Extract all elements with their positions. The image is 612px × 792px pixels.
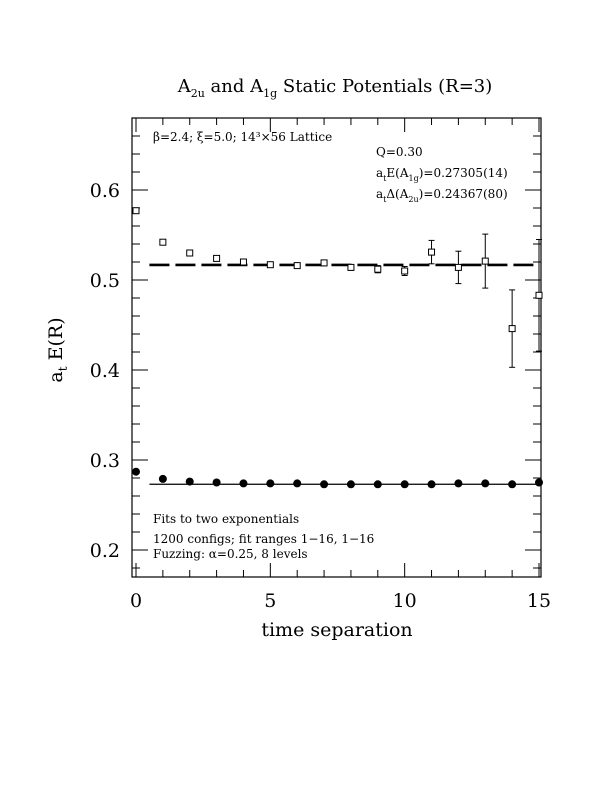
x-tick-label: 5 — [264, 590, 276, 612]
chart-title: A2u and A1g Static Potentials (R=3) — [177, 76, 493, 100]
x-tick-label: 15 — [527, 590, 551, 612]
y-tick-label: 0.4 — [90, 360, 120, 382]
data-point-a1g — [427, 480, 436, 489]
a2u-gap-annotation: atΔ(A2u)=0.24367(80) — [376, 187, 508, 204]
data-point-a2u — [401, 267, 409, 275]
data-point-a2u — [347, 263, 355, 271]
data-point-a2u — [374, 265, 382, 273]
data-point-a1g — [212, 478, 221, 487]
x-tick-label: 10 — [393, 590, 417, 612]
data-point-a1g — [266, 479, 275, 488]
x-tick-label: 0 — [130, 590, 142, 612]
plot-frame — [131, 117, 542, 578]
data-point-a1g — [400, 480, 409, 489]
data-point-a2u — [293, 262, 301, 270]
data-point-a1g — [158, 474, 167, 483]
data-point-a2u — [535, 291, 543, 299]
data-point-a2u — [428, 248, 436, 256]
data-point-a1g — [535, 478, 543, 487]
q-annotation: Q=0.30 — [376, 145, 423, 159]
y-tick-label: 0.2 — [90, 540, 120, 562]
x-axis-label: time separation — [261, 619, 412, 641]
y-tick-label: 0.3 — [90, 450, 120, 472]
data-point-a1g — [293, 479, 302, 488]
data-point-a1g — [239, 479, 248, 488]
data-point-a2u — [481, 257, 489, 265]
data-point-a1g — [320, 480, 329, 489]
data-point-a2u — [508, 325, 516, 333]
data-point-a1g — [373, 480, 382, 489]
data-marks — [132, 207, 543, 489]
fit-annotation-line2: 1200 configs; fit ranges 1−16, 1−16 — [153, 532, 374, 546]
data-point-a1g — [132, 467, 140, 476]
data-point-a1g — [346, 480, 355, 489]
data-point-a2u — [320, 259, 328, 267]
data-point-a2u — [454, 263, 462, 271]
fit-lines — [149, 263, 539, 485]
a1g-energy-annotation: atE(A1g)=0.27305(14) — [376, 166, 508, 183]
y-axis-label: at E(R) — [45, 317, 70, 382]
data-point-a1g — [508, 480, 517, 489]
data-point-a2u — [159, 238, 167, 246]
y-tick-label: 0.5 — [90, 270, 120, 292]
data-point-a1g — [481, 479, 490, 488]
data-point-a2u — [213, 254, 221, 262]
data-point-a1g — [454, 479, 463, 488]
data-point-a2u — [266, 261, 274, 269]
y-tick-label: 0.6 — [90, 180, 120, 202]
fit-annotation-line3: Fuzzing: α=0.25, 8 levels — [153, 547, 308, 561]
lattice-annotation: β=2.4; ξ=5.0; 14³×56 Lattice — [153, 130, 332, 144]
fit-annotation-line1: Fits to two exponentials — [153, 512, 299, 526]
data-point-a2u — [186, 249, 194, 257]
axis-tick-labels: 0 5 10 15 0.2 0.3 0.4 0.5 0.6 — [90, 180, 551, 612]
data-point-a2u — [132, 207, 140, 215]
data-point-a1g — [185, 477, 194, 486]
data-point-a2u — [239, 258, 247, 266]
plot-border — [131, 117, 542, 578]
axis-ticks — [132, 117, 541, 577]
